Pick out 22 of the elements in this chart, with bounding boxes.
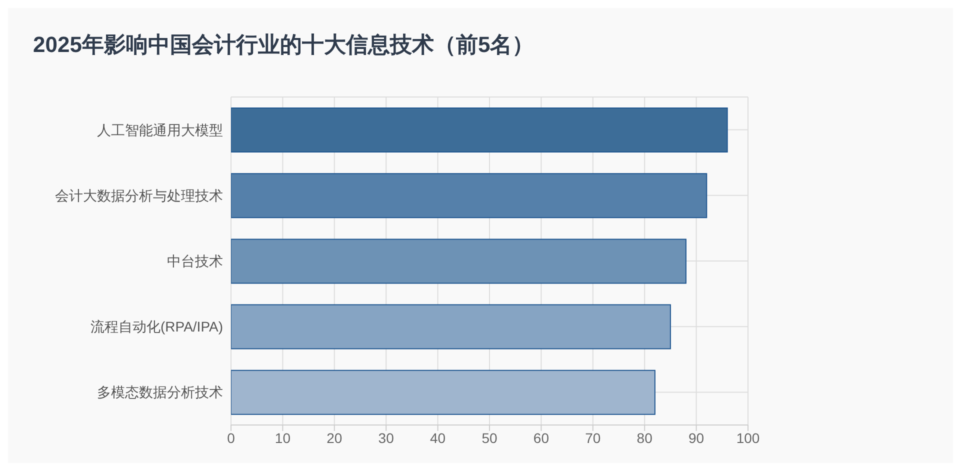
x-tick-label: 90 [688, 430, 704, 446]
bar [231, 370, 656, 415]
y-tick-label: 多模态数据分析技术 [97, 384, 223, 400]
y-tick-label: 会计大数据分析与处理技术 [55, 187, 223, 204]
bar [231, 238, 686, 284]
y-tick-label: 中台技术 [167, 252, 223, 269]
x-tick-label: 100 [736, 430, 760, 446]
x-tick-label: 10 [274, 430, 291, 446]
x-tick-label: 0 [227, 430, 236, 446]
x-tick-label: 70 [585, 430, 601, 446]
x-tick-label: 30 [378, 430, 394, 446]
bar [231, 173, 708, 218]
x-tick-label: 80 [636, 430, 653, 446]
bar [231, 304, 671, 350]
x-tick-label: 60 [533, 430, 550, 446]
bar [231, 108, 728, 152]
y-tick-label: 人工智能通用大模型 [97, 122, 223, 138]
chart-title: 2025年影响中国会计行业的十大信息技术（前5名） [33, 31, 534, 59]
x-tick-label: 40 [430, 430, 446, 446]
x-tick-label: 20 [326, 430, 342, 446]
x-tick-label: 50 [482, 430, 498, 446]
y-tick-label: 流程自动化(RPA/IPA) [90, 318, 223, 335]
